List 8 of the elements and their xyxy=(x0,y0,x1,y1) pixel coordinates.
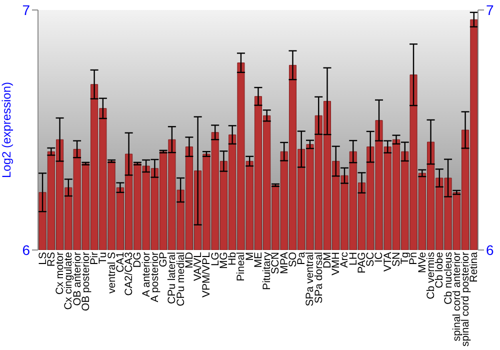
x-tick-label: DG xyxy=(132,252,144,268)
y2-tick-label: 7 xyxy=(486,2,494,18)
x-tick-label: OB posterior xyxy=(80,252,92,311)
x-tick-label: SO xyxy=(286,252,299,268)
y-axis-title: Log2 (expression) xyxy=(0,82,14,178)
y2-tick-label: 6 xyxy=(486,242,494,258)
x-tick-label: RS xyxy=(45,252,58,267)
x-tick-label: A posterior xyxy=(148,252,161,302)
